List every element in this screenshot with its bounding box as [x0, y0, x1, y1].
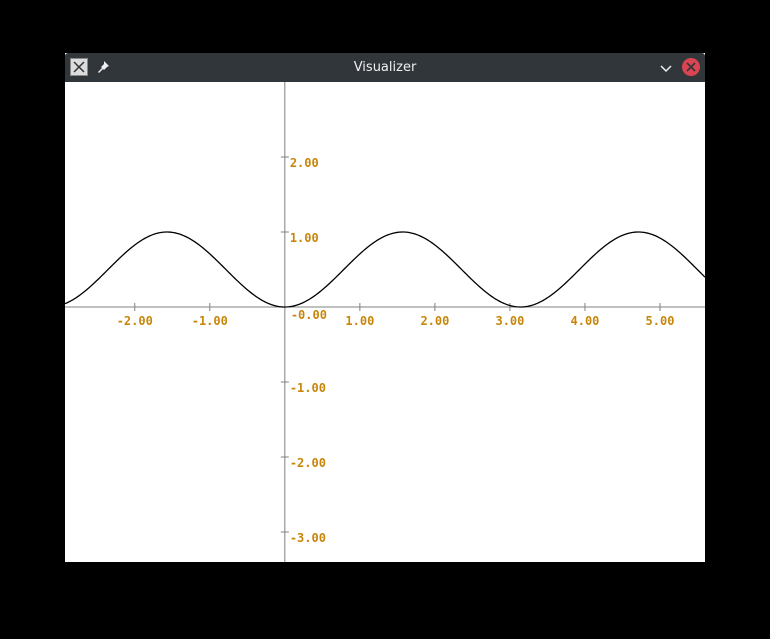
y-tick-label: -3.00 [290, 531, 326, 545]
plot-area: -2.00 -1.00 1.00 2.00 3.00 4.00 5.00 2.00 1.00 -1… [64, 82, 706, 562]
pin-icon[interactable] [95, 59, 111, 75]
x-tick-label: 5.00 [646, 314, 675, 328]
visualizer-window: Visualizer -2.00 -1.00 1.00 2.00 3.00 4.00 5.0… [64, 53, 706, 562]
series-line [64, 231, 706, 308]
x-tick-label: -2.00 [117, 314, 153, 328]
x-tick-label: 4.00 [571, 314, 600, 328]
y-tick-label: 1.00 [290, 231, 319, 245]
chart-svg: -2.00 -1.00 1.00 2.00 3.00 4.00 5.00 2.00 1.00 -1… [64, 82, 706, 562]
app-icon[interactable] [70, 58, 88, 76]
x-tick-label: 2.00 [420, 314, 449, 328]
y-tick-label: -2.00 [290, 456, 326, 470]
title-bar[interactable]: Visualizer [65, 53, 705, 82]
close-icon[interactable] [681, 57, 701, 77]
y-tick-label: -1.00 [290, 381, 326, 395]
window-title: Visualizer [353, 60, 417, 75]
x-tick-label: 3.00 [495, 314, 524, 328]
x-tick-label: -1.00 [192, 314, 228, 328]
x-tick-label: 1.00 [345, 314, 374, 328]
origin-label: -0.00 [291, 308, 327, 322]
y-tick-label: 2.00 [290, 156, 319, 170]
chevron-down-icon[interactable] [657, 59, 675, 77]
